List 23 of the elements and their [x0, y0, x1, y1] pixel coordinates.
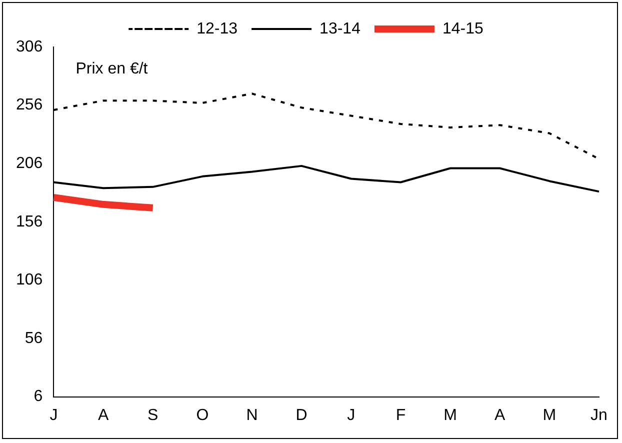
legend-label: 14-15 [442, 20, 484, 38]
x-tick-label: M [444, 406, 457, 424]
y-tick-label: 6 [34, 388, 43, 406]
annotation: Prix en €/t [76, 60, 148, 78]
x-tick-label: J [50, 406, 58, 424]
x-tick-label: F [396, 406, 406, 424]
y-tick-label: 106 [16, 272, 43, 289]
x-tick-label: S [148, 406, 158, 424]
y-tick-label: 156 [16, 213, 43, 230]
x-tick-label: A [494, 406, 506, 424]
x-tick-label: D [296, 406, 308, 424]
x-tick-label: Jn [590, 406, 608, 424]
x-tick-label: A [98, 406, 109, 424]
y-tick-label: 256 [16, 96, 43, 114]
x-tick-label: M [542, 406, 556, 424]
x-tick-label: O [196, 406, 209, 424]
y-tick-label: 56 [24, 330, 43, 347]
y-tick-label: 306 [16, 38, 43, 56]
legend-label: 12-13 [196, 20, 238, 38]
y-tick-label: 206 [16, 155, 43, 172]
legend-label: 13-14 [320, 20, 361, 38]
x-tick-label: J [347, 406, 356, 424]
x-tick-label: N [246, 406, 258, 424]
